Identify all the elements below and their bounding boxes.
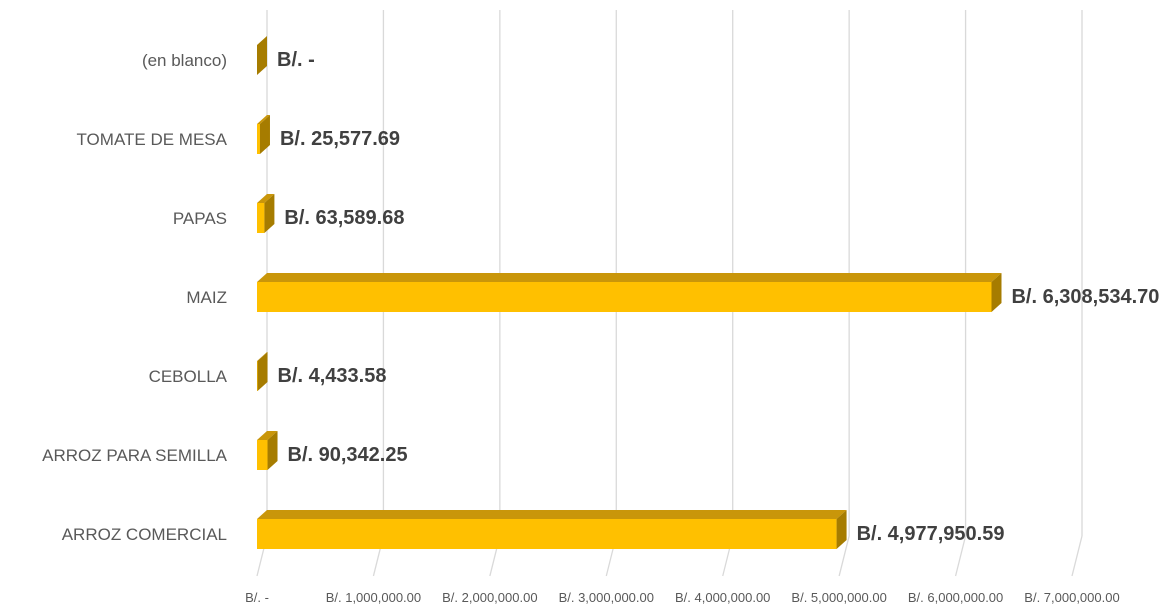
x-tick-label: B/. 1,000,000.00 bbox=[326, 590, 421, 605]
data-label: B/. 63,589.68 bbox=[284, 207, 404, 229]
bar-top bbox=[257, 510, 847, 519]
data-label: B/. 4,977,950.59 bbox=[857, 523, 1005, 545]
bars bbox=[257, 36, 1002, 549]
x-tick-label: B/. 2,000,000.00 bbox=[442, 590, 537, 605]
data-label: B/. - bbox=[277, 49, 315, 71]
bar-front bbox=[257, 440, 268, 470]
bar-top bbox=[257, 194, 275, 203]
bar-side bbox=[257, 36, 267, 75]
category-label: TOMATE DE MESA bbox=[76, 130, 227, 149]
bar-front bbox=[257, 519, 837, 549]
bar-side bbox=[264, 194, 275, 233]
bar-top bbox=[257, 115, 270, 124]
x-tick-label: B/. 6,000,000.00 bbox=[908, 590, 1003, 605]
x-tick-label: B/. 3,000,000.00 bbox=[559, 590, 654, 605]
x-tick-label: B/. 7,000,000.00 bbox=[1024, 590, 1119, 605]
gridline-floor bbox=[838, 535, 850, 577]
bar-front bbox=[257, 124, 260, 154]
x-tick-label: B/. 4,000,000.00 bbox=[675, 590, 770, 605]
category-label: PAPAS bbox=[173, 209, 227, 228]
data-label: B/. 90,342.25 bbox=[288, 444, 408, 466]
bar-front bbox=[257, 282, 992, 312]
bar-top bbox=[257, 352, 268, 361]
category-label: ARROZ PARA SEMILLA bbox=[42, 446, 228, 465]
bar-side bbox=[836, 510, 847, 549]
data-label: B/. 4,433.58 bbox=[278, 365, 387, 387]
bar-front bbox=[257, 361, 258, 391]
category-label: (en blanco) bbox=[142, 51, 227, 70]
bar-top bbox=[257, 431, 278, 440]
bar-side bbox=[257, 352, 268, 391]
x-tick-label: B/. 5,000,000.00 bbox=[791, 590, 886, 605]
data-label: B/. 25,577.69 bbox=[280, 128, 400, 150]
category-label: CEBOLLA bbox=[149, 367, 228, 386]
data-label: B/. 6,308,534.70 bbox=[1011, 286, 1159, 308]
bar-top bbox=[257, 273, 1002, 282]
category-label: MAIZ bbox=[186, 288, 227, 307]
category-label: ARROZ COMERCIAL bbox=[62, 525, 227, 544]
labels: B/. - B/. 1,000,000.00 B/. 2,000,000.00 B/.… bbox=[42, 49, 1159, 605]
gridline-floor bbox=[1071, 535, 1083, 577]
bar-side bbox=[991, 273, 1002, 312]
bar-side bbox=[259, 115, 270, 154]
x-tick-label: B/. - bbox=[245, 590, 269, 605]
gridline-floor bbox=[954, 535, 967, 577]
bar-front bbox=[257, 203, 265, 233]
bar-side bbox=[267, 431, 278, 470]
